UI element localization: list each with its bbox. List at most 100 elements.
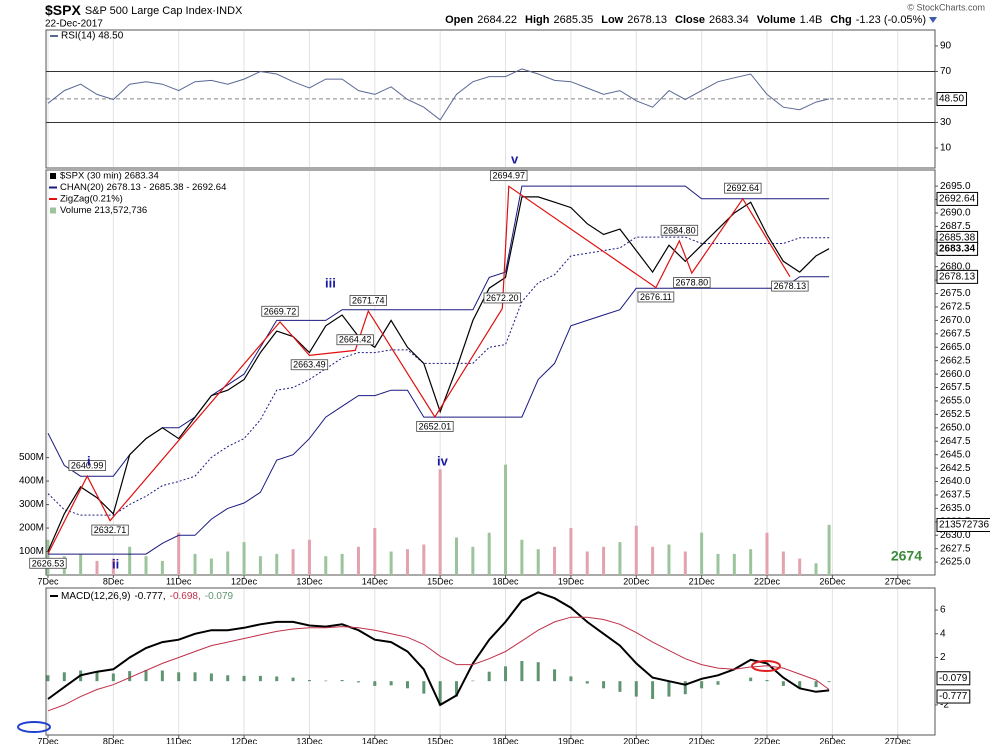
quote-label: Open	[445, 14, 473, 26]
histogram-bar	[356, 681, 360, 683]
macd-line	[47, 616, 830, 712]
value-tag-box	[936, 191, 979, 206]
zigzag-label-box	[490, 170, 528, 182]
histogram-bar	[209, 673, 213, 682]
value-tag-box	[936, 241, 979, 256]
histogram-bar	[683, 681, 687, 695]
legend-entry: $SPX (30 min) 2683.34	[60, 171, 159, 182]
histogram-bar	[651, 681, 655, 699]
volume-bar	[405, 549, 409, 575]
volume-bar	[700, 532, 704, 575]
volume-bar	[765, 532, 769, 575]
y-tick-label: 200M	[19, 523, 44, 534]
x-tick-label: 8Dec	[103, 576, 125, 586]
histogram-bar	[455, 681, 459, 697]
histogram-bar	[618, 681, 622, 692]
y-tick-label: 2672.5	[940, 302, 971, 313]
wave-label: ii	[112, 556, 119, 571]
volume-bar	[340, 553, 344, 575]
y-tick-label: 400M	[19, 476, 44, 487]
zigzag-label-box	[261, 305, 299, 317]
y-tick-label: 2637.5	[940, 490, 971, 501]
quote-label: Close	[675, 14, 705, 26]
volume-bar	[79, 553, 83, 575]
price-line	[47, 196, 830, 552]
volume-bar	[651, 546, 655, 575]
quote-label: High	[525, 14, 550, 26]
legend-part: -0.698,	[170, 591, 201, 602]
quote-value: 1.4B	[800, 14, 823, 26]
zigzag-label-box	[68, 460, 106, 471]
histogram-bar	[307, 679, 311, 682]
volume-bar	[356, 546, 360, 575]
volume-bar	[226, 551, 230, 575]
volume-bar	[438, 469, 442, 575]
y-tick-label: 2	[940, 652, 946, 663]
y-tick-label: 70	[940, 66, 952, 77]
index-name: S&P 500 Large Cap Index·INDX	[85, 5, 243, 17]
quote-label: Volume	[757, 14, 796, 26]
y-tick-label: 2695.0	[940, 181, 971, 192]
y-tick-label: 6	[940, 605, 946, 616]
zigzag-label-box	[349, 295, 387, 306]
header-title: $SPX S&P 500 Large Cap Index·INDX	[45, 2, 243, 18]
volume-bar	[422, 544, 426, 575]
zigzag-label-box	[660, 224, 699, 236]
x-tick-label: 22Dec	[754, 576, 781, 586]
x-tick-label: 19Dec	[558, 736, 585, 744]
zigzag-label-box	[724, 182, 762, 194]
volume-bar	[373, 528, 377, 575]
histogram-bar	[340, 679, 344, 682]
zigzag-label: 2664.42	[339, 335, 372, 345]
histogram-bar	[177, 672, 181, 682]
zigzag-label-box	[290, 359, 329, 371]
y-tick-label: 2680.0	[940, 261, 971, 272]
quote-value: 2678.13	[627, 14, 667, 26]
credit: © StockCharts.com	[907, 2, 985, 12]
highlight-ellipse	[751, 660, 781, 672]
value-tag-box	[936, 517, 990, 532]
y-tick-label: -2	[940, 700, 949, 711]
histogram-bar	[827, 681, 831, 683]
y-tick-label: 2627.5	[940, 543, 971, 554]
histogram-bar	[634, 681, 638, 697]
x-tick-label: 27Dec	[885, 736, 912, 744]
price-panel	[45, 169, 936, 576]
volume-bar	[291, 549, 295, 575]
histogram-bar	[504, 666, 508, 682]
quote-value: 2685.35	[553, 14, 593, 26]
value-tag-box	[936, 92, 967, 107]
volume-bar	[553, 546, 557, 575]
dropdown-arrow[interactable]	[929, 17, 937, 23]
quote-value: 2683.34	[709, 14, 749, 26]
histogram-bar	[128, 671, 132, 682]
rsi-line	[47, 68, 830, 121]
legend-entry: CHAN(20) 2678.13 - 2685.38 - 2692.64	[60, 182, 226, 193]
zigzag-label: 2676.11	[640, 292, 672, 302]
x-tick-label: 20Dec	[623, 576, 650, 586]
zigzag-label-box	[771, 280, 809, 292]
volume-bar	[602, 546, 606, 575]
histogram-bar	[749, 677, 753, 682]
y-tick-label: 300M	[19, 499, 44, 510]
symbol: $SPX	[45, 2, 81, 18]
zigzag-label: 2672.20	[486, 293, 519, 303]
x-tick-label: 7Dec	[37, 736, 59, 744]
y-tick-label: 500M	[19, 452, 44, 463]
histogram-bar	[389, 681, 393, 686]
volume-bar	[95, 560, 99, 575]
x-tick-label: 20Dec	[623, 736, 650, 744]
value-tag: -0.079	[939, 673, 968, 684]
x-tick-label: 13Dec	[296, 736, 323, 744]
volume-bar	[111, 558, 115, 575]
volume-bar	[798, 558, 802, 575]
volume-bar	[732, 553, 736, 575]
zigzag-label-box	[29, 557, 67, 569]
histogram-bar	[422, 681, 426, 694]
volume-bar	[520, 539, 524, 575]
legend-part: -0.777,	[134, 591, 165, 602]
note: 2674	[891, 548, 922, 564]
histogram-bar	[226, 675, 230, 682]
histogram-bar	[569, 676, 573, 682]
channel-lower	[48, 276, 830, 555]
